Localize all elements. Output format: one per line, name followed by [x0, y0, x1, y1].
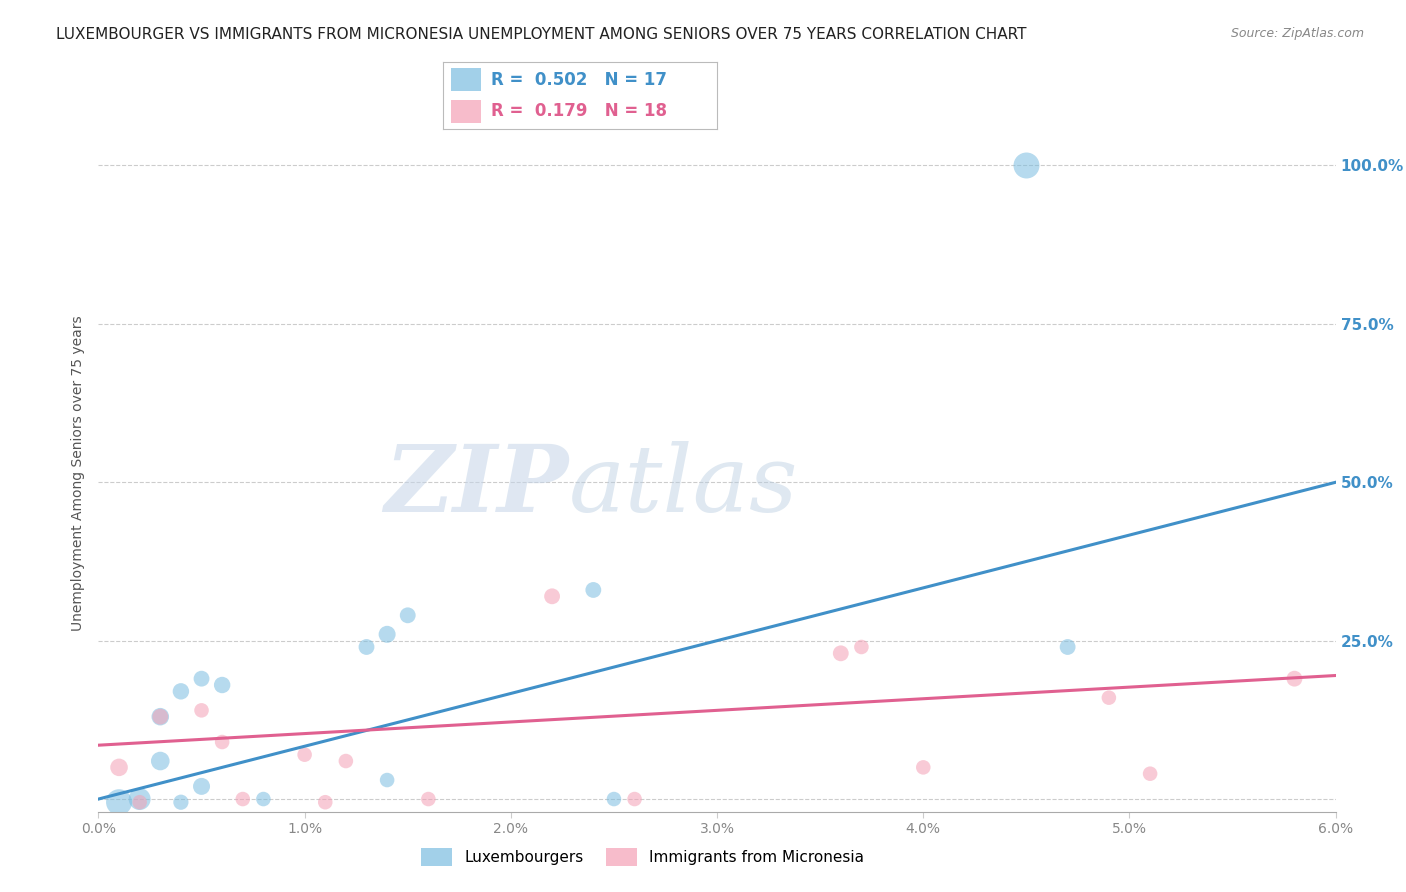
Point: [170, 684, 193, 698]
Point: [211, 735, 233, 749]
Point: [108, 795, 131, 809]
Bar: [451, 100, 481, 123]
Point: [912, 760, 935, 774]
Point: [1056, 640, 1078, 654]
Point: [232, 792, 254, 806]
Bar: [451, 69, 481, 91]
Point: [335, 754, 357, 768]
Text: ZIP: ZIP: [384, 442, 568, 532]
Point: [830, 646, 852, 660]
Point: [252, 792, 274, 806]
Text: R =  0.502   N = 17: R = 0.502 N = 17: [491, 70, 666, 89]
Text: Source: ZipAtlas.com: Source: ZipAtlas.com: [1230, 27, 1364, 40]
Point: [128, 792, 150, 806]
Point: [1139, 766, 1161, 780]
Point: [190, 703, 212, 717]
Point: [108, 760, 131, 774]
Point: [190, 780, 212, 794]
Point: [1098, 690, 1121, 705]
Point: [149, 754, 172, 768]
Point: [294, 747, 316, 762]
Point: [396, 608, 419, 623]
Text: R =  0.179   N = 18: R = 0.179 N = 18: [491, 103, 666, 120]
Point: [1284, 672, 1306, 686]
Point: [851, 640, 873, 654]
Point: [541, 590, 564, 604]
Y-axis label: Unemployment Among Seniors over 75 years: Unemployment Among Seniors over 75 years: [72, 315, 86, 631]
Point: [149, 709, 172, 723]
Point: [603, 792, 626, 806]
Point: [418, 792, 440, 806]
Point: [623, 792, 645, 806]
Point: [356, 640, 378, 654]
Legend: Luxembourgers, Immigrants from Micronesia: Luxembourgers, Immigrants from Micronesi…: [415, 842, 870, 871]
Point: [582, 582, 605, 597]
Point: [190, 672, 212, 686]
Point: [149, 709, 172, 723]
Point: [128, 795, 150, 809]
Point: [375, 772, 398, 787]
Point: [170, 795, 193, 809]
Point: [1015, 159, 1038, 173]
Text: LUXEMBOURGER VS IMMIGRANTS FROM MICRONESIA UNEMPLOYMENT AMONG SENIORS OVER 75 YE: LUXEMBOURGER VS IMMIGRANTS FROM MICRONES…: [56, 27, 1026, 42]
Point: [314, 795, 336, 809]
Point: [375, 627, 398, 641]
Point: [211, 678, 233, 692]
Text: atlas: atlas: [568, 442, 799, 532]
